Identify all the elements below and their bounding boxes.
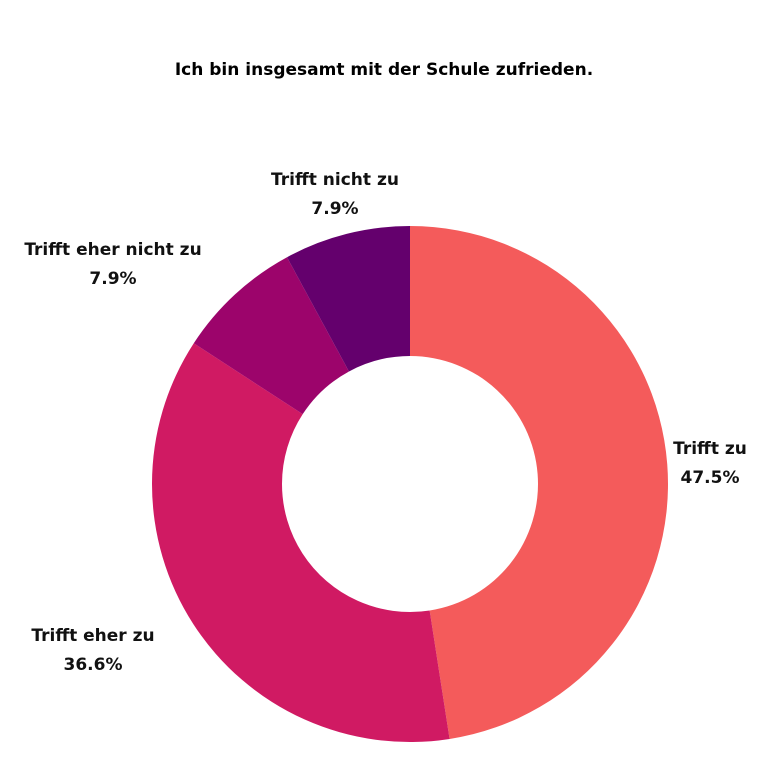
slice-label: Trifft eher zu	[31, 626, 154, 646]
slice-trifft-eher-nicht-zu	[193, 257, 349, 415]
slice-trifft-eher-zu	[152, 343, 450, 742]
chart-title: Ich bin insgesamt mit der Schule zufried…	[174, 60, 594, 80]
slice-value-label: 36.6%	[64, 655, 123, 675]
slice-trifft-nicht-zu	[287, 226, 410, 372]
slice-value-label: 7.9%	[89, 269, 136, 289]
slice-label: Trifft nicht zu	[271, 170, 399, 190]
slice-value-label: 47.5%	[681, 468, 740, 488]
slice-label: Trifft eher nicht zu	[24, 240, 201, 260]
slice-value-label: 7.9%	[311, 199, 358, 219]
slice-label: Trifft zu	[673, 439, 747, 459]
slice-trifft-zu	[410, 226, 669, 739]
